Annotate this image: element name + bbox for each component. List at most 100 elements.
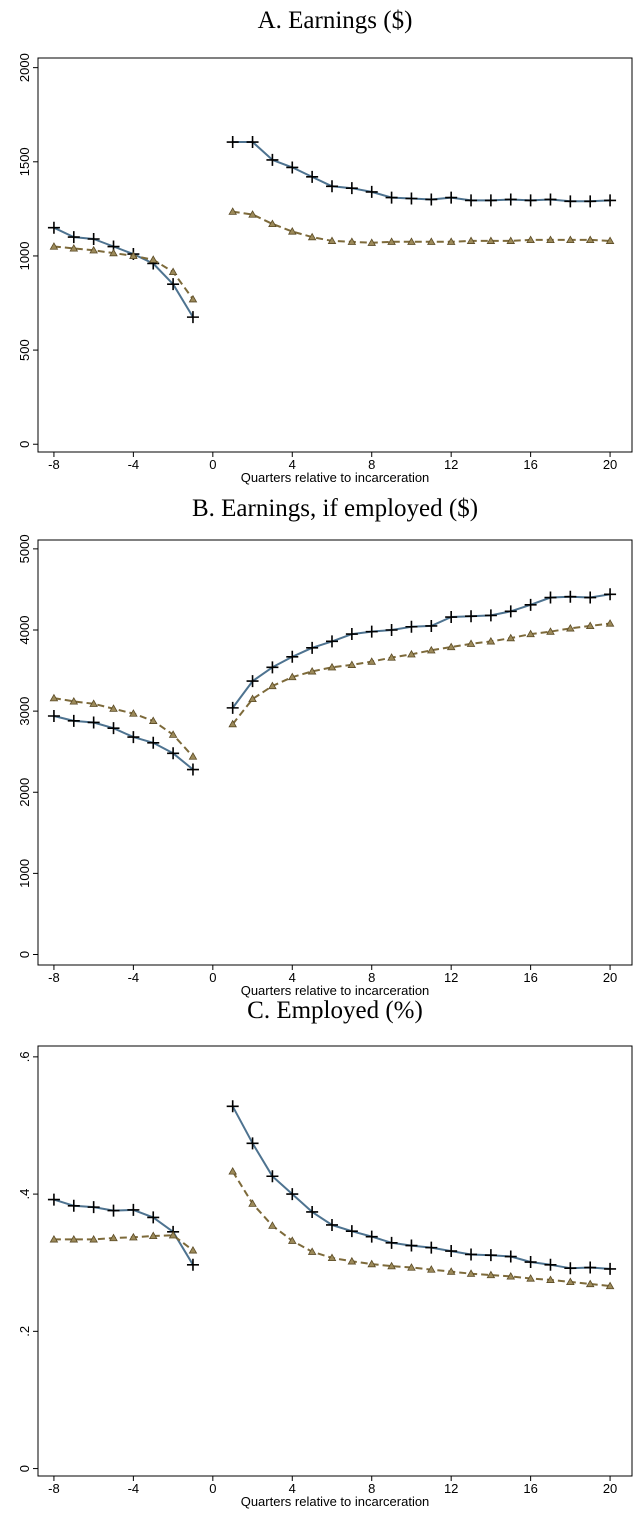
data-point-plus [445, 191, 458, 204]
series-line-segment [231, 593, 611, 709]
series-line-segment [232, 141, 611, 203]
data-point-triangle [466, 639, 476, 647]
data-point-triangle [546, 235, 555, 244]
data-point-triangle [287, 672, 297, 681]
data-point-triangle [69, 244, 79, 252]
data-point-triangle [387, 237, 396, 245]
series-1 [47, 1100, 617, 1275]
data-point-triangle [188, 294, 198, 303]
x-tick-label: 4 [289, 970, 296, 985]
data-point-triangle [148, 255, 158, 263]
data-point-triangle [109, 248, 118, 257]
y-tick-label: 2000 [17, 53, 32, 82]
x-tick-label: 12 [444, 970, 458, 985]
series-line-segment [53, 715, 194, 771]
data-point-triangle [347, 1256, 357, 1265]
data-point-triangle [109, 704, 118, 712]
data-point-triangle [109, 1233, 118, 1242]
data-point-plus [564, 1262, 577, 1275]
data-point-plus [226, 701, 239, 714]
chart-title: C. Employed (%) [247, 997, 423, 1024]
x-tick-label: -4 [128, 457, 140, 472]
x-tick-label: 0 [209, 1481, 216, 1496]
series-1 [47, 136, 617, 324]
data-point-plus [445, 1245, 458, 1258]
data-point-triangle [148, 716, 158, 724]
data-point-plus [127, 731, 140, 744]
data-point-plus [465, 610, 478, 623]
data-point-plus [47, 709, 60, 722]
data-point-plus [604, 588, 617, 601]
series-line-segment [53, 697, 194, 758]
y-tick-label: 2000 [17, 778, 32, 807]
data-point-triangle [89, 1234, 98, 1243]
data-point-triangle [585, 235, 595, 244]
data-point-triangle [367, 1259, 377, 1268]
data-point-plus [246, 136, 259, 149]
x-tick-label: -8 [48, 457, 60, 472]
data-point-plus [167, 278, 180, 291]
series-2 [49, 619, 615, 760]
series-1 [47, 588, 617, 776]
data-point-plus [365, 1230, 378, 1243]
data-point-triangle [526, 1274, 535, 1282]
data-point-plus [465, 194, 478, 207]
data-point-triangle [605, 236, 615, 244]
x-tick-label: -4 [128, 1481, 140, 1496]
y-tick-label: .2 [17, 1326, 32, 1337]
data-point-triangle [89, 245, 98, 254]
panel-1: A. Earnings ($) 0 500 1000 1500 2000 -8 -4 0 4 8 12… [17, 7, 633, 485]
series-line-segment [231, 1105, 611, 1270]
data-point-plus [365, 625, 378, 638]
data-point-plus [504, 605, 517, 618]
data-point-triangle [526, 629, 535, 638]
data-point-plus [484, 194, 497, 207]
data-point-plus [67, 231, 80, 244]
data-point-triangle [407, 237, 416, 245]
y-tick-label: 0 [17, 441, 32, 448]
data-point-triangle [446, 237, 456, 245]
data-point-plus [266, 661, 279, 674]
data-point-triangle [168, 730, 178, 738]
data-point-triangle [268, 681, 277, 690]
data-point-triangle [546, 627, 555, 635]
plot-frame [37, 539, 633, 966]
data-point-triangle [307, 1247, 317, 1255]
data-point-plus [484, 1249, 497, 1262]
data-point-plus [524, 598, 537, 611]
data-point-plus [405, 1239, 418, 1252]
data-point-triangle [466, 1269, 476, 1277]
data-point-plus [186, 1258, 199, 1271]
data-point-triangle [486, 1270, 496, 1279]
data-point-triangle [327, 662, 337, 671]
y-tick-label: 4000 [17, 616, 32, 645]
chart-title: B. Earnings, if employed ($) [192, 495, 478, 522]
x-tick-label: 20 [603, 1481, 617, 1496]
data-point-plus [345, 182, 358, 195]
data-point-plus [246, 675, 259, 688]
data-point-plus [365, 185, 378, 198]
data-point-plus [246, 1137, 259, 1150]
data-point-triangle [446, 1267, 456, 1275]
data-point-plus [107, 722, 120, 735]
data-point-triangle [69, 1234, 79, 1243]
data-point-plus [345, 628, 358, 641]
y-tick-label: 1500 [17, 147, 32, 176]
data-point-plus [405, 620, 418, 633]
data-point-plus [524, 1256, 537, 1269]
x-tick-label: 8 [368, 970, 375, 985]
data-point-plus [544, 193, 557, 206]
data-point-plus [147, 1211, 160, 1224]
data-point-plus [425, 1241, 438, 1254]
data-point-plus [306, 641, 319, 654]
data-point-triangle [129, 251, 138, 260]
y-tick-label: 0 [17, 951, 32, 958]
data-point-plus [425, 193, 438, 206]
data-point-triangle [49, 1234, 59, 1243]
series-line-segment [231, 1170, 611, 1287]
x-tick-label: 20 [603, 970, 617, 985]
data-point-plus [544, 1258, 557, 1271]
data-point-plus [147, 736, 160, 749]
x-tick-label: -8 [48, 1481, 60, 1496]
data-point-triangle [268, 219, 277, 228]
